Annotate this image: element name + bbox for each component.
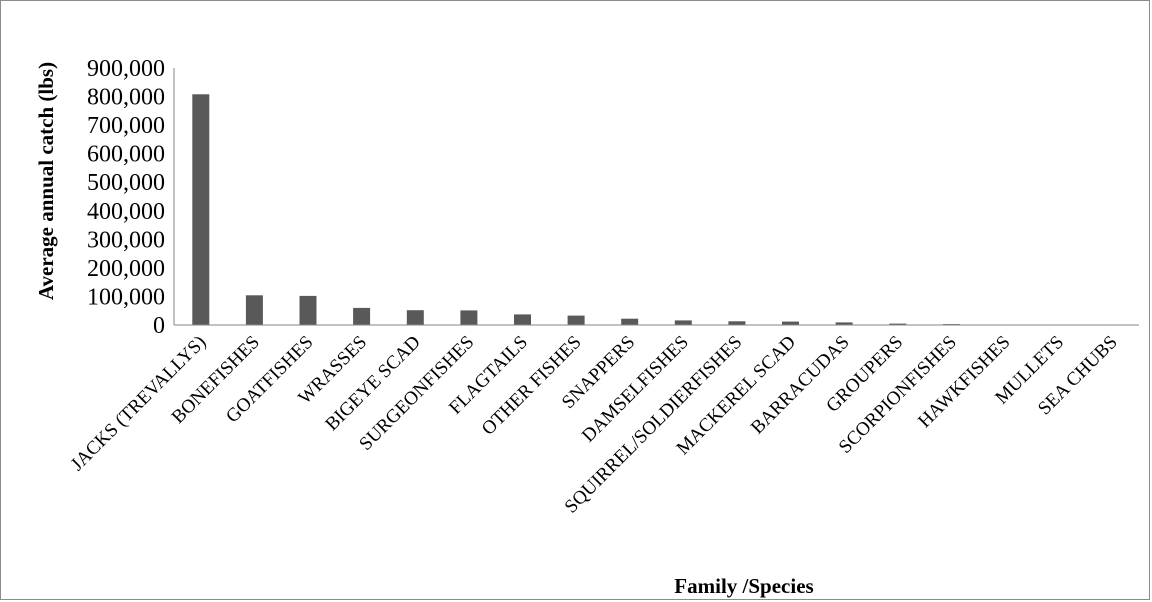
x-axis-title: Family /Species — [674, 574, 813, 598]
x-tick-label: BARRACUDAS — [747, 332, 854, 439]
y-tick-label: 700,000 — [87, 113, 165, 139]
y-tick-label: 100,000 — [87, 284, 165, 310]
bars — [192, 94, 1121, 325]
bar — [514, 314, 531, 325]
y-tick-label: 200,000 — [87, 256, 165, 282]
bar — [406, 310, 424, 325]
axes — [173, 68, 1139, 326]
x-tick-label: HAWKFISHES — [914, 332, 1014, 432]
bar — [782, 321, 799, 325]
bar — [621, 318, 639, 325]
bar — [728, 321, 746, 325]
y-tick-label: 900,000 — [87, 56, 165, 82]
bar — [889, 323, 907, 325]
y-tick-label: 300,000 — [87, 227, 165, 253]
bar — [299, 295, 317, 325]
y-tick-label: 600,000 — [87, 142, 165, 168]
x-axis-category-labels: JACKS (TREVALLYS)BONEFISHESGOATFISHESWRA… — [67, 332, 1122, 518]
bar — [674, 320, 692, 325]
y-tick-label: 400,000 — [87, 199, 165, 225]
bar — [567, 315, 585, 325]
bar — [192, 94, 210, 325]
y-axis-title: Average annual catch (lbs) — [34, 62, 58, 300]
y-tick-label: 800,000 — [87, 85, 165, 111]
bar — [245, 295, 263, 325]
x-tick-label: BIGEYE SCAD — [321, 332, 424, 435]
y-tick-label: 500,000 — [87, 170, 165, 196]
y-tick-label: 0 — [153, 313, 165, 339]
bar — [835, 322, 853, 325]
bar — [353, 307, 371, 325]
bar — [460, 310, 478, 325]
